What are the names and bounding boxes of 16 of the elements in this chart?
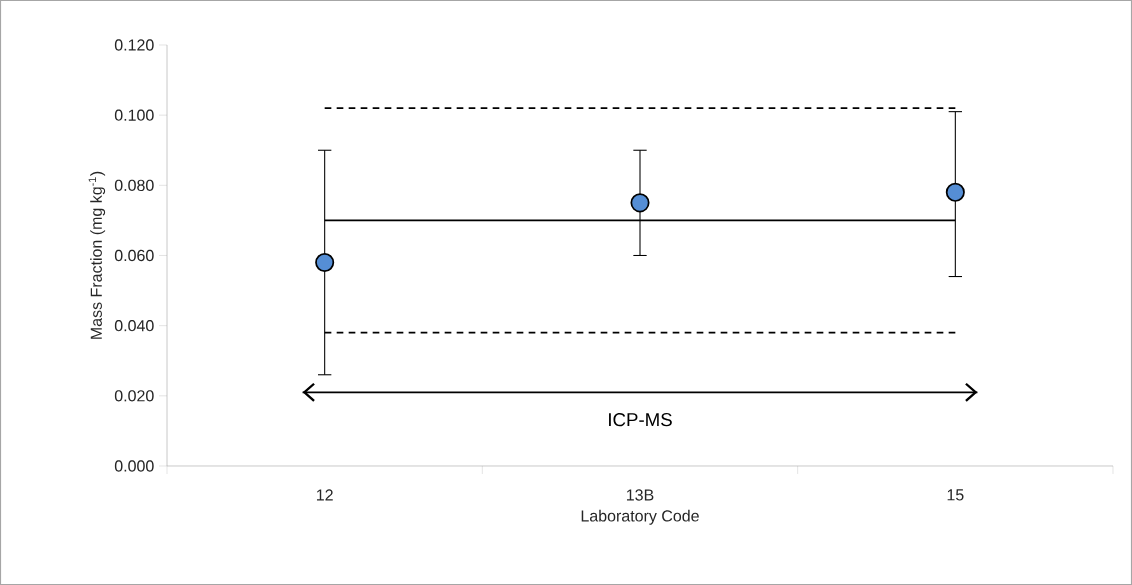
y-axis-title: Mass Fraction (mg kg$^{-1}$) [88,171,106,339]
y-tick-label: 0.060 [114,249,154,262]
y-tick-label: 0.100 [114,109,154,121]
x-axis-title: Laboratory Code [581,509,699,525]
point [945,182,965,202]
y-tick-label: 0.120 [114,39,154,51]
y-tick-label: 0.080 [114,179,154,191]
x-tick-label: 15 [947,489,964,501]
ref-line-label: ICP-MS [609,413,672,427]
point [315,252,335,273]
y-tick-label: 0.020 [114,390,154,402]
y-tick-label: 0.040 [114,320,154,332]
x-tick-label: 12 [316,489,333,501]
y-tick-label: 0.000 [114,460,154,472]
x-tick-label: 13B [626,489,654,501]
point [630,193,650,213]
